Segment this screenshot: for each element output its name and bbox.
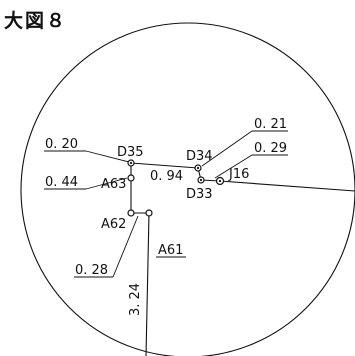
leader-021-pointer <box>201 130 253 167</box>
node-a61 <box>145 209 153 217</box>
leader-044-pointer <box>85 177 128 190</box>
node-d33-center <box>199 178 203 182</box>
pipe-length-d35-d34: 0. 94 <box>150 169 183 184</box>
pipe-j16-east <box>219 180 355 192</box>
node-label-d33: D33 <box>186 187 213 202</box>
node-a63 <box>127 174 135 182</box>
node-label-a63: A63 <box>101 177 126 192</box>
pipe-d35-d34 <box>130 162 199 169</box>
figure-title: 大図８ <box>4 10 68 32</box>
leader-label-020: 0. 20 <box>45 137 78 152</box>
boundary-circle <box>20 22 355 356</box>
node-a62 <box>127 209 135 217</box>
node-label-a62: A62 <box>101 217 126 232</box>
leader-label-044: 0. 44 <box>45 175 78 190</box>
node-d34-center <box>196 166 200 170</box>
node-d35-center <box>129 161 133 165</box>
node-label-d34: D34 <box>186 149 213 164</box>
node-j16-center <box>218 179 222 183</box>
leader-label-021: 0. 21 <box>254 117 287 132</box>
pipe-length-a61-bottom: 3. 24 <box>128 283 143 316</box>
pipe-a61-bottom <box>145 212 150 356</box>
leader-label-028: 0. 28 <box>75 263 108 278</box>
leader-028-pointer <box>112 215 139 278</box>
node-label-j16: J16 <box>228 167 249 182</box>
leader-020-pointer <box>85 150 130 163</box>
node-label-a61: A61 <box>158 243 183 258</box>
leader-029-pointer <box>214 154 253 179</box>
node-label-d35: D35 <box>117 145 144 160</box>
leader-label-029: 0. 29 <box>254 141 287 156</box>
